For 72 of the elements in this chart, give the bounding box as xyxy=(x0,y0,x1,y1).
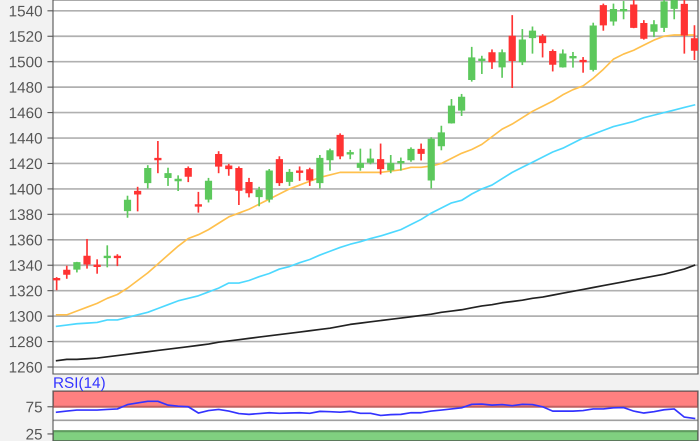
candlestick xyxy=(468,46,476,82)
candlestick xyxy=(610,4,618,26)
y-tick-label: 1500 xyxy=(10,56,42,68)
candlestick xyxy=(83,238,91,269)
candlestick xyxy=(528,26,536,54)
candlestick xyxy=(377,144,384,174)
y-tick-label: 1260 xyxy=(10,362,42,373)
candlestick xyxy=(356,148,364,171)
candlestick xyxy=(478,56,486,74)
chart-title: RSI(14) xyxy=(54,376,105,391)
candlestick xyxy=(134,186,142,212)
candlestick xyxy=(498,49,506,78)
candlestick xyxy=(215,151,222,174)
candlestick xyxy=(164,168,172,186)
candlestick xyxy=(690,25,698,60)
candlestick xyxy=(387,155,394,174)
line-series xyxy=(56,264,696,362)
y-tick-label: 1300 xyxy=(10,310,42,322)
y-tick-label: 1360 xyxy=(10,234,42,246)
candlestick xyxy=(559,49,566,68)
candlestick xyxy=(296,166,304,181)
candlestick xyxy=(366,148,374,164)
y-tick-label: 1320 xyxy=(10,286,42,296)
candlestick xyxy=(235,166,242,206)
candlestick xyxy=(518,29,526,66)
candlestick xyxy=(144,165,152,188)
candlestick xyxy=(630,0,638,28)
y-tick-label: 1420 xyxy=(10,158,42,170)
y-tick-label: 1400 xyxy=(10,184,42,195)
candlestick xyxy=(569,52,577,68)
candlestick xyxy=(124,196,132,218)
candlestick xyxy=(204,178,212,202)
candlestick xyxy=(184,166,192,182)
candlestick xyxy=(286,168,294,186)
candlestick xyxy=(650,20,658,38)
candlestick xyxy=(256,186,263,206)
candlestick xyxy=(539,34,546,58)
y-tick-label: 1280 xyxy=(10,336,42,348)
y-tick-label: 75 xyxy=(26,402,42,412)
line-series xyxy=(56,400,696,420)
candlestick xyxy=(640,20,648,40)
candlestick xyxy=(397,158,404,171)
line-series xyxy=(56,104,696,328)
candlestick xyxy=(670,0,678,20)
y-tick-label: 1440 xyxy=(10,132,42,144)
line-series xyxy=(56,34,696,316)
candlestick xyxy=(549,49,556,72)
candlestick xyxy=(600,4,607,31)
y-tick-label: 1340 xyxy=(10,260,42,271)
candlestick xyxy=(225,164,232,176)
candlestick xyxy=(94,259,101,274)
y-tick-label: 1380 xyxy=(10,209,42,220)
candlestick xyxy=(407,147,415,162)
y-tick-label: 25 xyxy=(26,428,42,440)
candlestick xyxy=(276,156,283,186)
candlestick xyxy=(245,178,253,198)
candlestick xyxy=(488,49,496,69)
candlestick xyxy=(458,94,466,116)
candlestick xyxy=(336,133,344,160)
candlestick xyxy=(104,245,111,268)
candlestick xyxy=(418,144,425,160)
y-tick-label: 1480 xyxy=(10,82,42,93)
candlestick xyxy=(580,57,587,73)
y-tick-label: 1460 xyxy=(10,107,42,118)
candlestick xyxy=(306,168,314,186)
y-tick-label: 1520 xyxy=(10,31,42,42)
y-tick-label: 1540 xyxy=(10,6,42,16)
candlestick xyxy=(620,1,628,20)
candlestick xyxy=(448,99,456,124)
candlestick xyxy=(326,148,334,171)
candlestick xyxy=(438,126,445,150)
candlestick xyxy=(63,266,70,279)
